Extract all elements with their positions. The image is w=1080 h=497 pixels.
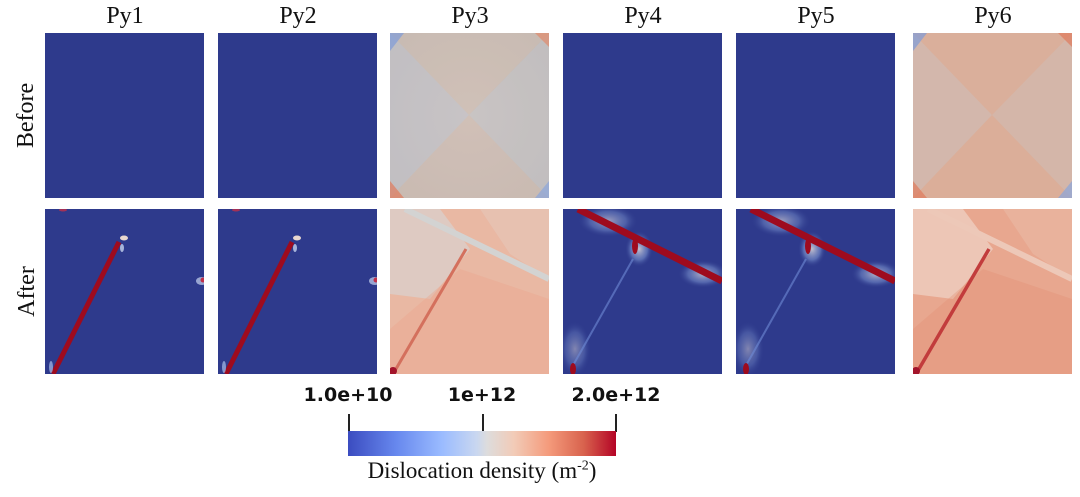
colorbar-title-close: ) [588,458,597,483]
column-title-py1: Py1 [106,3,144,29]
colorbar-title-exponent: -2 [577,458,589,474]
column-title-py5: Py5 [797,3,835,29]
panel-py4-before [563,33,722,198]
column-title-py2: Py2 [279,3,317,29]
colorbar-tick-label-min: 1.0e+10 [303,384,393,406]
panel-py3-after [390,209,549,374]
panel-py1-after [45,209,204,374]
colorbar-tick-max [615,414,617,432]
row-label-before: Before [12,33,42,198]
row-label-after: After [12,209,42,374]
colorbar-title: Dislocation density (m-2) [290,458,674,484]
panel-py6-after [913,209,1072,374]
colorbar-gradient [348,431,616,456]
panel-py6-before [913,33,1072,198]
panel-py5-before [736,33,895,198]
column-title-py4: Py4 [624,3,662,29]
row-label-after-text: After [13,266,40,317]
panel-py3-before [390,33,549,198]
column-title-py3: Py3 [451,3,489,29]
panel-py2-after [218,209,377,374]
row-label-before-text: Before [13,82,40,149]
panel-py4-after [563,209,722,374]
panel-py2-before [218,33,377,198]
colorbar-tick-mid [482,414,484,432]
colorbar-tick-label-max: 2.0e+12 [571,384,661,406]
panel-py5-after [736,209,895,374]
column-title-py6: Py6 [974,3,1012,29]
panel-py1-before [45,33,204,198]
colorbar-tick-label-mid: 1e+12 [447,384,517,406]
colorbar-tick-min [348,414,350,432]
colorbar-title-main: Dislocation density (m [367,458,578,483]
